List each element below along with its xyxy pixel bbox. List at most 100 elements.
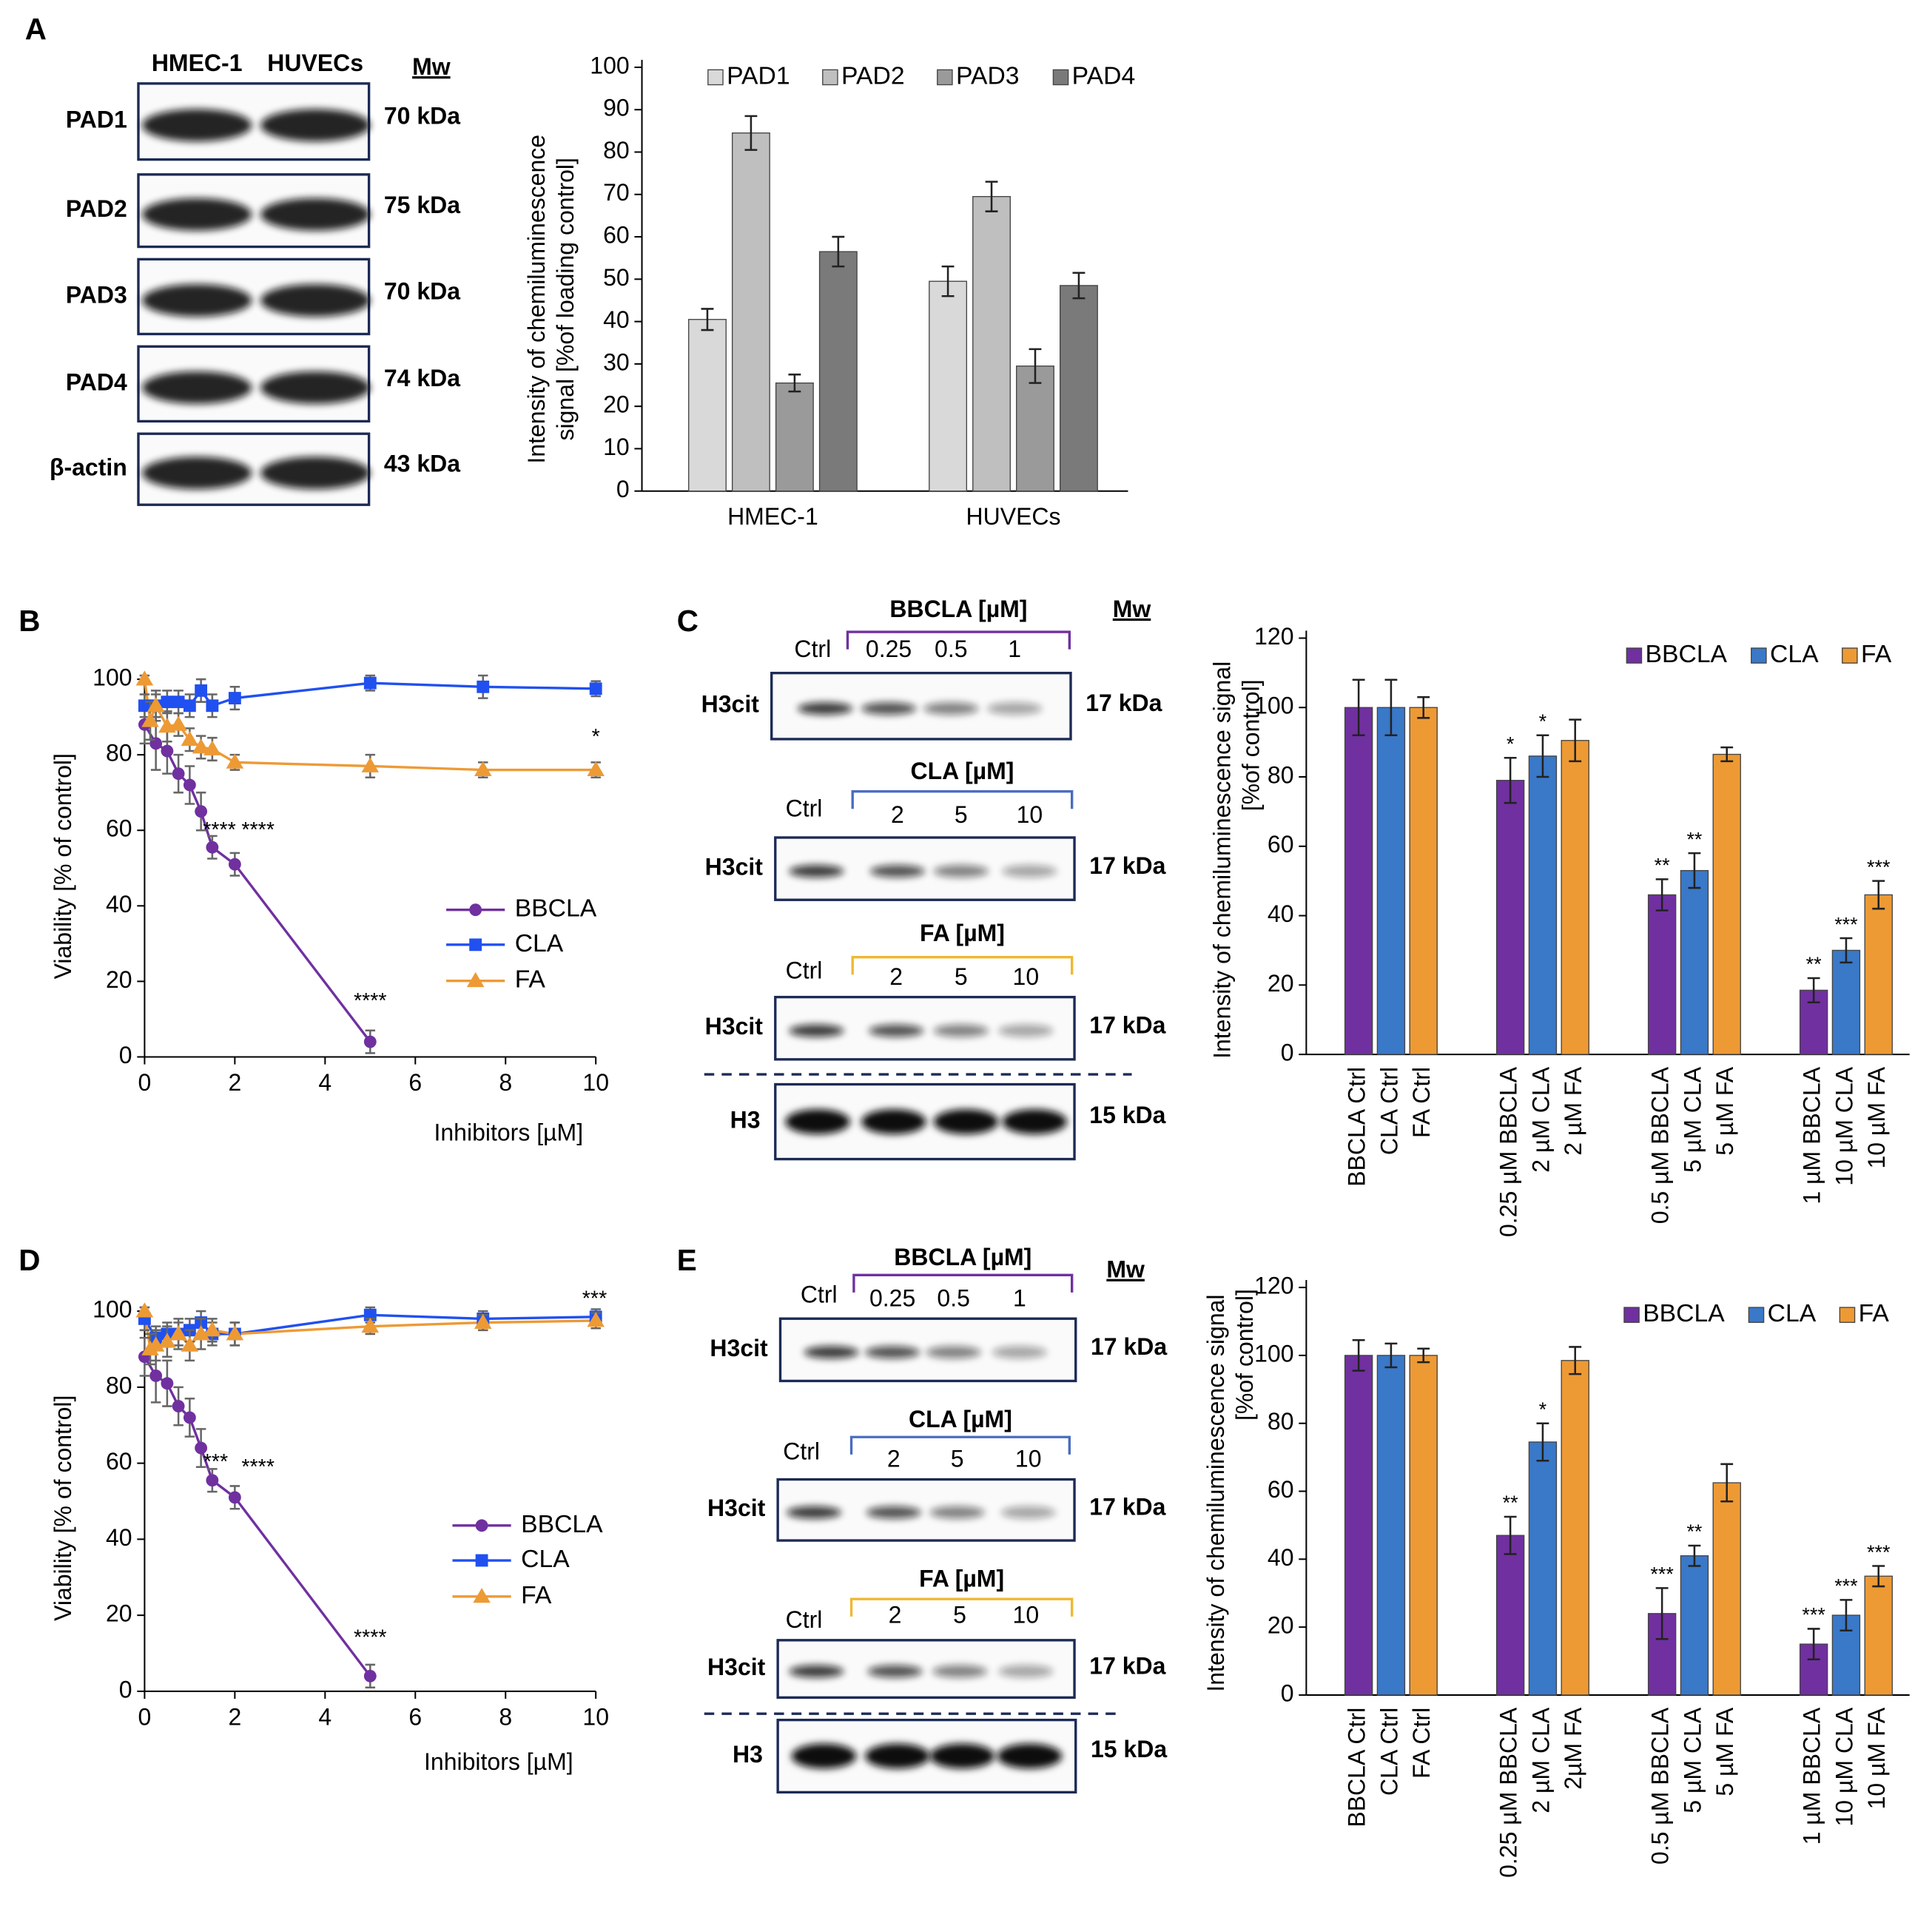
bar (1712, 1482, 1741, 1696)
data-point (172, 1400, 185, 1412)
y-tick-label: 80 (603, 137, 630, 164)
mw-header: Mw (412, 53, 451, 80)
data-point (147, 1336, 165, 1352)
bar-label: 10 µM FA (1863, 1066, 1890, 1168)
y-tick-label: 20 (1268, 1612, 1294, 1639)
data-point (183, 1411, 196, 1424)
blot-band (869, 1024, 924, 1037)
data-point (135, 1302, 154, 1318)
mw-label: 17 kDa (1089, 852, 1165, 879)
data-point (226, 753, 244, 769)
lane-label: 10 (1015, 1446, 1042, 1472)
y-axis-label: [%of control] (1231, 1289, 1258, 1421)
y-tick-label: 80 (1268, 1408, 1294, 1435)
bar-label: 1 µM BBCLA (1799, 1707, 1825, 1845)
bar-label: 2 µM CLA (1527, 1066, 1554, 1173)
data-point (363, 1035, 377, 1048)
blot-band (933, 1024, 989, 1037)
blot-band (791, 1743, 857, 1769)
bar (1561, 1360, 1589, 1696)
row-label: H3cit (710, 1335, 768, 1361)
data-point (161, 744, 174, 758)
error-bar (1352, 1338, 1365, 1372)
error-bar (1536, 734, 1549, 778)
legend-label: CLA (521, 1546, 570, 1573)
data-point (587, 1312, 605, 1327)
bar (1680, 869, 1709, 1055)
legend-label: CLA (1768, 1300, 1817, 1327)
y-tick-label: 120 (1254, 623, 1293, 650)
bracket (849, 1435, 1071, 1455)
data-point (172, 767, 185, 781)
x-tick-label: 2 (228, 1703, 241, 1730)
data-point (477, 680, 490, 693)
bar (688, 319, 727, 492)
data-point (195, 1441, 208, 1455)
significance: *** (1802, 1604, 1825, 1626)
y-tick-label: 20 (106, 1600, 132, 1627)
legend-label: BBCLA (515, 895, 597, 923)
x-tick-label: 4 (318, 1069, 331, 1096)
panel-letter: A (25, 12, 47, 46)
blot-band (789, 1024, 844, 1037)
blot-band (997, 1743, 1063, 1769)
bar-label: 0.5 µM BBCLA (1647, 1707, 1674, 1865)
legend-marker (469, 903, 482, 917)
significance: * (592, 725, 600, 749)
blot-band (926, 1346, 981, 1359)
blot-band (867, 1665, 923, 1678)
blot-band (865, 1346, 920, 1359)
blot-band (866, 1506, 921, 1519)
blot-band (260, 198, 371, 231)
significance: **** (354, 1626, 387, 1650)
blot-band (865, 1743, 930, 1769)
error-bar (744, 115, 758, 151)
blot-band (869, 865, 925, 878)
blot-band (260, 457, 371, 490)
error-bar (1352, 678, 1365, 737)
bar (818, 251, 858, 492)
blot-band (929, 1743, 995, 1769)
bar-label: 5 µM CLA (1679, 1066, 1706, 1173)
bar (1647, 894, 1677, 1055)
bar (1680, 1555, 1709, 1696)
lane-label: Ctrl (801, 1281, 838, 1307)
data-point (587, 761, 605, 776)
lane-label: 5 (955, 801, 968, 828)
legend-label: BBCLA (1643, 1300, 1725, 1327)
error-bar (985, 181, 998, 212)
error-bar (1688, 852, 1701, 889)
y-tick-label: 0 (1281, 1040, 1294, 1066)
x-axis-label: Inhibitors [µM] (424, 1748, 573, 1775)
row-label: H3cit (701, 691, 760, 718)
data-point (181, 1336, 199, 1352)
legend-swatch (1052, 69, 1069, 86)
error-bar (1720, 1463, 1734, 1503)
bar-label: 5 µM FA (1711, 1066, 1738, 1155)
x-tick-label: 6 (408, 1703, 422, 1730)
y-tick-label: 40 (603, 306, 630, 333)
bar (1016, 366, 1054, 492)
lane-label: 10 (1013, 1601, 1040, 1628)
y-tick-label: 40 (1268, 900, 1294, 927)
blot-band (932, 1665, 988, 1678)
mw-label: 70 kDa (384, 277, 460, 304)
legend-swatch (1626, 647, 1643, 664)
bar (1864, 1575, 1893, 1696)
y-tick-label: 100 (1254, 693, 1293, 719)
row-label: PAD1 (66, 107, 127, 133)
y-axis-label: signal [%of loading control] (552, 158, 579, 440)
mw-label: 17 kDa (1089, 1652, 1165, 1679)
lane-label: 1 (1013, 1284, 1026, 1311)
data-point (203, 1321, 221, 1337)
bracket (849, 1597, 1074, 1617)
error-bar (1569, 1346, 1582, 1375)
bar (1344, 1355, 1373, 1696)
data-point (206, 699, 219, 713)
mw-header: Mw (1113, 596, 1151, 622)
data-point (183, 699, 196, 713)
error-bar (1840, 937, 1853, 964)
data-point (474, 1313, 492, 1329)
significance: *** (1650, 1563, 1674, 1586)
bar (1376, 707, 1406, 1055)
